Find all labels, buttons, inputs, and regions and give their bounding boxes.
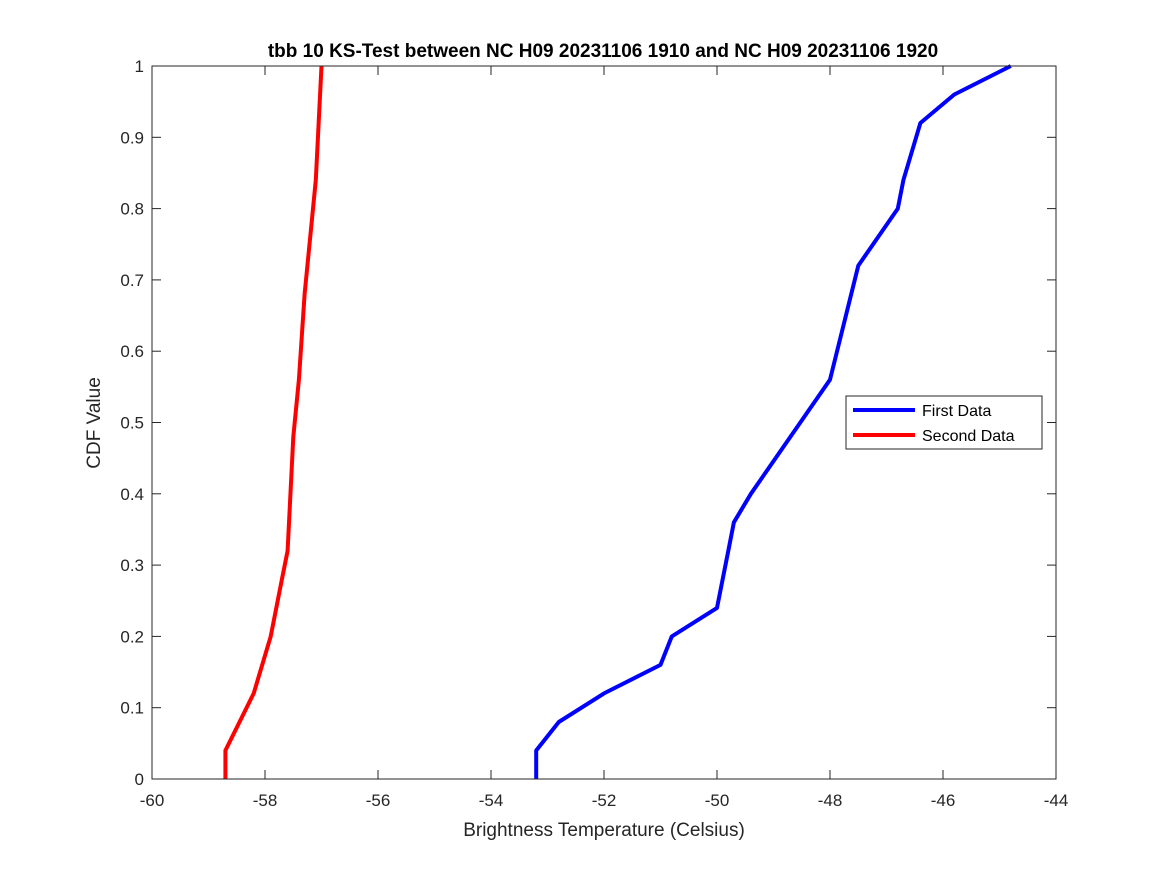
y-tick-label: 0.4: [120, 485, 144, 504]
y-tick-label: 0.6: [120, 342, 144, 361]
y-tick-label: 0.7: [120, 271, 144, 290]
y-tick-label: 0.8: [120, 200, 144, 219]
y-axis: 0 0.1 0.2 0.3 0.4 0.5 0.6 0.7 0.8 0.9 1: [120, 57, 1056, 789]
x-tick-label: -54: [479, 791, 504, 810]
series-layer: [223, 64, 1012, 779]
y-tick-label: 0.3: [120, 556, 144, 575]
legend-box: [845, 395, 1043, 450]
series-line-2: [223, 65, 324, 779]
legend-label-second-data: Second Data: [922, 428, 1015, 445]
x-tick-label: -48: [818, 791, 843, 810]
x-tick-label: -50: [705, 791, 730, 810]
x-tick-label: -58: [253, 791, 278, 810]
legend-label-first-data: First Data: [922, 403, 991, 420]
y-tick-label: 1: [135, 57, 144, 76]
y-tick-label: 0.9: [120, 128, 144, 147]
x-tick-label: -44: [1044, 791, 1069, 810]
x-tick-label: -52: [592, 791, 617, 810]
y-tick-label: 0.2: [120, 627, 144, 646]
y-tick-label: 0.1: [120, 699, 144, 718]
y-axis-label: CDF Value: [84, 377, 105, 469]
x-tick-label: -46: [931, 791, 956, 810]
legend: First Data Second Data: [845, 395, 1043, 450]
chart-title: tbb 10 KS-Test between NC H09 20231106 1…: [268, 41, 938, 62]
series-line-1: [534, 64, 1012, 779]
x-axis-label: Brightness Temperature (Celsius): [463, 820, 745, 841]
x-tick-label: -60: [140, 791, 165, 810]
x-axis: -60 -58 -56 -54 -52 -50 -48 -46 -44: [140, 66, 1069, 810]
x-tick-label: -56: [366, 791, 391, 810]
y-tick-label: 0.5: [120, 414, 144, 433]
y-tick-label: 0: [135, 770, 144, 789]
